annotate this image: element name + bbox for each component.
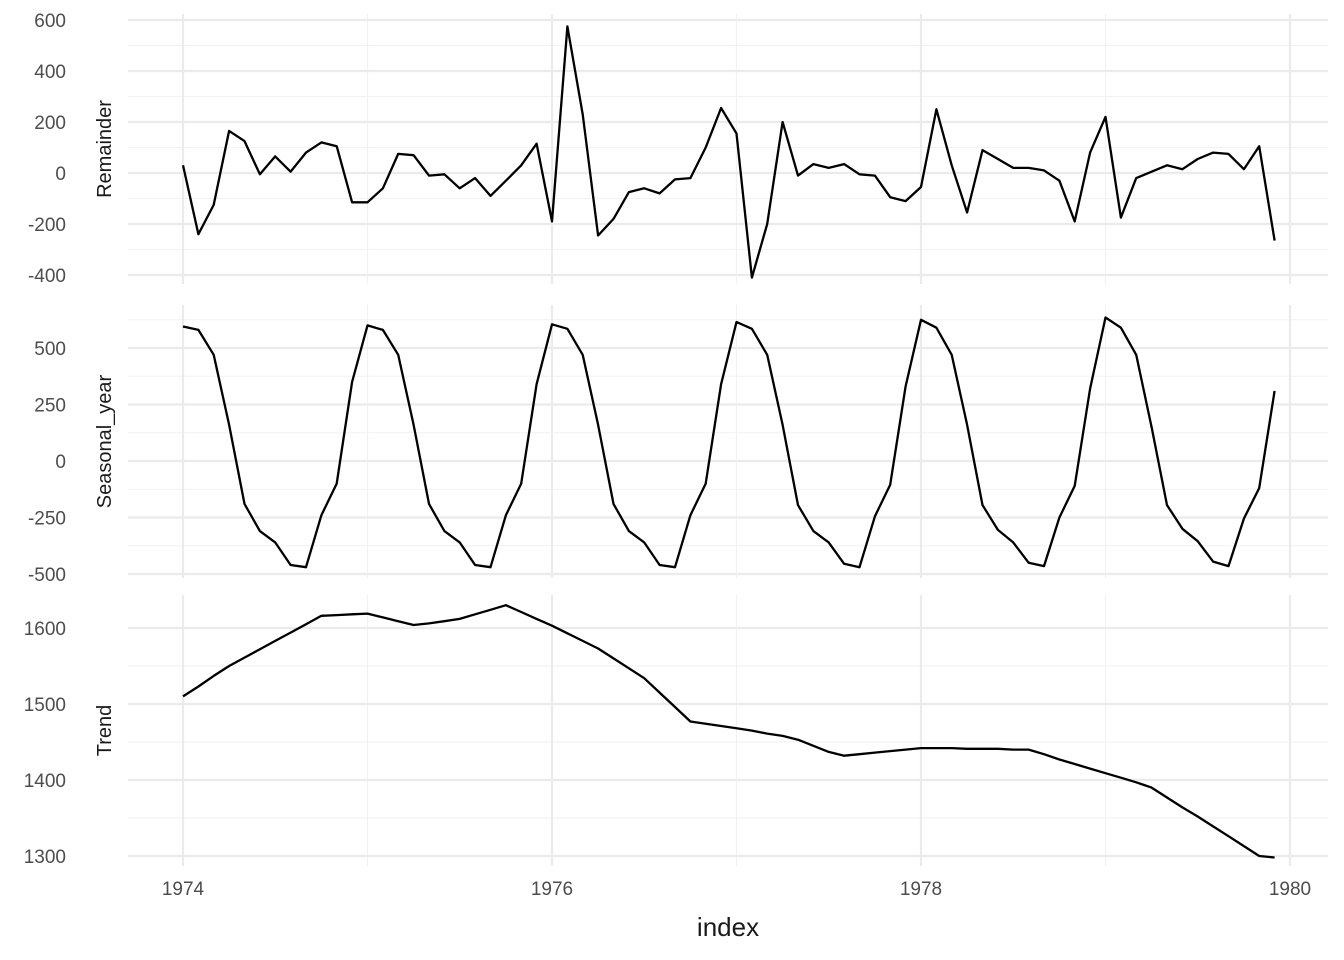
y-tick-label: 1500 [24,695,66,716]
x-tick-label: 1980 [1269,879,1311,900]
panel-seasonal_year: -500 -250 0 250 500 Seasonal_year [28,305,1328,586]
y-axis-title: Remainder [94,100,116,198]
y-tick-label: -250 [28,509,66,530]
y-tick-label: 0 [55,452,66,473]
y-tick-label: 1400 [24,771,66,792]
series-line-seasonal_year [182,316,1276,569]
chart-panels: -400 -200 0 200 400 600 Remainder -500 -250 0 250 5… [24,11,1328,868]
panel-trend: 1300 1400 1500 1600 Trend [24,595,1328,868]
y-tick-label: 600 [34,11,66,32]
x-tick-label: 1976 [531,879,573,900]
y-tick-label: -500 [28,565,66,586]
y-tick-label: 400 [34,62,66,83]
y-tick-label: 1600 [24,619,66,640]
y-tick-label: 500 [34,339,66,360]
series-line-remainder [181,25,1276,279]
y-tick-label: -200 [28,215,66,236]
y-tick-label: 1300 [24,847,66,868]
x-tick-label: 1978 [900,879,942,900]
x-axis-title: index [697,912,759,942]
x-tick-label: 1974 [162,879,205,900]
y-tick-label: 200 [34,113,66,134]
y-axis-title: Seasonal_year [94,374,116,508]
x-axis: 1974 1976 1978 1980 [162,879,1311,900]
y-tick-label: 250 [34,396,66,417]
y-tick-label: -400 [28,266,66,287]
series-line-trend [182,604,1275,859]
panel-remainder: -400 -200 0 200 400 600 Remainder [28,11,1328,287]
y-tick-label: 0 [55,164,66,185]
y-axis-title: Trend [94,705,116,757]
